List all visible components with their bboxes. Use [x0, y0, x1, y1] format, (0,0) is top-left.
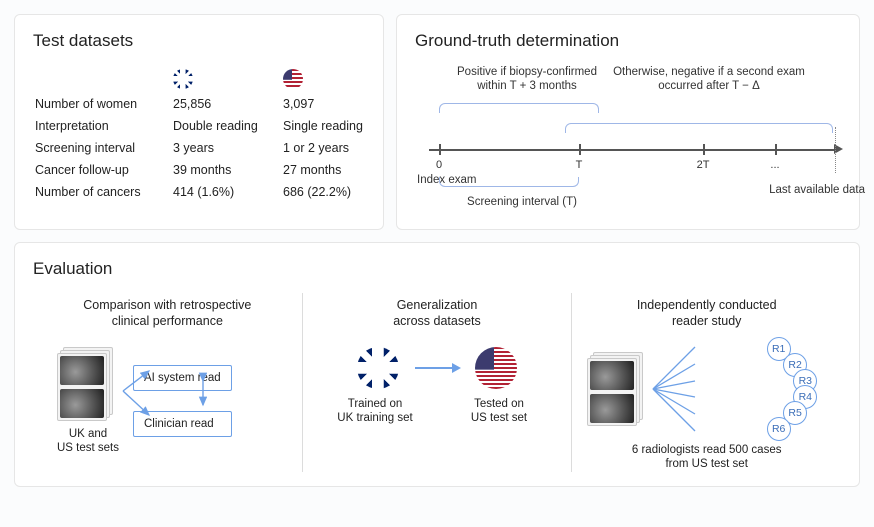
row-uk: 414 (1.6%) [171, 181, 281, 203]
reader-bubbles: R1R2R3R4R5R6 [707, 341, 827, 437]
axis-tick [579, 144, 581, 155]
trained-on-label: Trained onUK training set [330, 397, 420, 426]
row-uk: 3 years [171, 137, 281, 159]
uk-flag-icon [173, 69, 193, 89]
reader-bubble: R6 [767, 417, 791, 441]
table-row: Screening interval 3 years 1 or 2 years [33, 137, 365, 159]
ai-system-box: AI system read [133, 365, 232, 391]
axis-tick-label: T [576, 159, 583, 171]
uk-flag-icon [357, 347, 399, 389]
screening-interval-brace-icon [439, 177, 579, 187]
generalization-subtitle: Generalizationacross datasets [393, 297, 481, 331]
reader-study-caption: 6 radiologists read 500 casesfrom US tes… [586, 443, 827, 472]
row-us: Single reading [281, 115, 365, 137]
last-data-label: Last available data [755, 183, 865, 197]
table-row [33, 65, 365, 93]
row-uk: Double reading [171, 115, 281, 137]
clinician-box: Clinician read [133, 411, 232, 437]
evaluation-title: Evaluation [33, 259, 841, 279]
reader-fanout-icon [651, 341, 699, 437]
row-us: 1 or 2 years [281, 137, 365, 159]
evaluation-card: Evaluation Comparison with retrospective… [14, 242, 860, 487]
table-row: Interpretation Double reading Single rea… [33, 115, 365, 137]
reader-study-subtitle: Independently conductedreader study [637, 297, 777, 331]
row-label: Cancer follow-up [33, 159, 171, 181]
mammogram-stack-icon [57, 347, 113, 421]
ground-truth-diagram: Positive if biopsy-confirmedwithin T + 3… [415, 65, 841, 215]
mammogram-stack-icon [587, 352, 643, 426]
negative-label: Otherwise, negative if a second examoccu… [585, 65, 833, 94]
row-label: Screening interval [33, 137, 171, 159]
axis-tick [703, 144, 705, 155]
positive-brace-icon [439, 103, 599, 113]
table-row: Number of cancers 414 (1.6%) 686 (22.2%) [33, 181, 365, 203]
us-flag-icon [475, 347, 517, 389]
table-row: Number of women 25,856 3,097 [33, 93, 365, 115]
screening-interval-label: Screening interval (T) [447, 195, 597, 209]
row-us: 3,097 [281, 93, 365, 115]
test-datasets-title: Test datasets [33, 31, 365, 51]
ground-truth-card: Ground-truth determination Positive if b… [396, 14, 860, 230]
evaluation-panel-reader-study: Independently conductedreader study [571, 293, 841, 472]
axis-tick-label: 0 [436, 159, 442, 171]
axis-tick [775, 144, 777, 155]
axis-tick-label: ... [770, 159, 779, 171]
row-us: 686 (22.2%) [281, 181, 365, 203]
axis-tick-label: 2T [697, 159, 710, 171]
row-uk: 25,856 [171, 93, 281, 115]
table-row: Cancer follow-up 39 months 27 months [33, 159, 365, 181]
axis-tick [439, 144, 441, 155]
negative-brace-icon [565, 123, 833, 133]
evaluation-panel-comparison: Comparison with retrospectiveclinical pe… [33, 293, 302, 472]
row-us: 27 months [281, 159, 365, 181]
test-datasets-table: Number of women 25,856 3,097 Interpretat… [33, 65, 365, 203]
us-flag-icon [283, 69, 303, 89]
ground-truth-title: Ground-truth determination [415, 31, 841, 51]
comparison-subtitle: Comparison with retrospectiveclinical pe… [83, 297, 251, 331]
last-data-marker [835, 127, 836, 173]
row-label: Number of cancers [33, 181, 171, 203]
row-uk: 39 months [171, 159, 281, 181]
evaluation-panel-generalization: Generalizationacross datasets Trained on… [302, 293, 572, 472]
arrow-right-icon [415, 367, 459, 369]
tested-on-label: Tested onUS test set [454, 397, 544, 426]
comparison-caption: UK andUS test sets [57, 427, 119, 456]
row-label: Interpretation [33, 115, 171, 137]
test-datasets-card: Test datasets Number of women 25,856 3,0… [14, 14, 384, 230]
row-label: Number of women [33, 93, 171, 115]
